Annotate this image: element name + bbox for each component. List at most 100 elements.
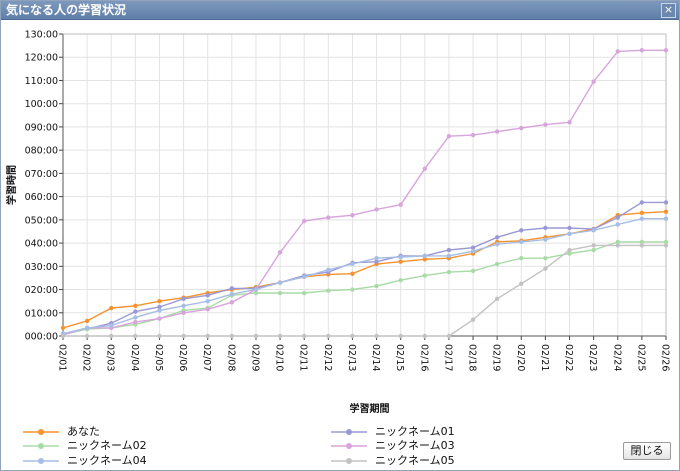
series-4-point [205,298,210,304]
x-tick-label: 02/08 [225,344,236,371]
legend-label: ニックネーム01 [375,425,455,438]
x-tick-label: 02/25 [635,344,646,371]
legend-label: ニックネーム04 [67,454,147,467]
series-2-point [277,290,283,296]
close-button[interactable]: 閉じる [623,442,671,460]
series-5-point [326,333,331,339]
series-3-point [326,215,331,220]
series-5-point [133,333,138,339]
plot-area [63,34,666,336]
y-tick-label: 080:00 [25,146,58,157]
x-tick-label: 02/20 [515,344,526,371]
series-2-point [519,255,524,261]
series-4-point [277,280,283,285]
series-5-point [60,333,66,339]
series-1-point [229,286,235,291]
y-tick-label: 030:00 [25,262,58,273]
series-3-point [519,125,524,131]
x-tick-label: 02/12 [322,344,333,371]
x-axis-title: 学習期間 [350,402,390,415]
legend-label: ニックネーム03 [375,439,455,452]
legend-swatch-marker [38,458,44,464]
series-5-point [350,333,355,339]
series-4-point [470,249,476,254]
series-5-point [157,333,162,339]
y-tick-label: 110:00 [25,76,58,87]
title-bar: 気になる人の学習状況 × [1,1,679,20]
series-0-point [350,271,355,276]
legend-label: ニックネーム02 [67,439,147,452]
x-tick-label: 02/15 [394,344,405,371]
series-2-point [374,283,379,289]
series-3-point [591,79,596,84]
series-1-point [615,215,620,220]
series-1-point [205,293,210,298]
y-axis-title: 学習時間 [5,165,18,205]
series-1-point [567,225,572,231]
series-1-point [494,235,500,240]
series-4-point [109,323,114,328]
series-0-point [133,303,138,308]
y-tick-label: 100:00 [25,99,58,110]
series-1-point [470,245,476,250]
close-icon[interactable]: × [661,3,676,18]
series-4-point [519,239,524,245]
series-5-point [494,296,500,302]
series-0-point [60,325,66,331]
series-5-point [302,333,307,339]
series-3-point [470,132,476,138]
series-4-point [663,216,669,221]
x-tick-label: 02/02 [81,344,92,371]
x-tick-label: 02/10 [274,344,285,371]
series-2-point [470,268,476,274]
x-tick-label: 02/26 [660,344,671,371]
series-2-point [398,278,403,283]
series-1-point [639,200,645,205]
legend-label: ニックネーム05 [375,454,455,467]
series-5-point [519,281,524,286]
series-1-point [181,296,186,302]
series-1-point [157,304,162,310]
series-4-point [446,253,452,259]
series-3-point [567,120,572,125]
legend-swatch [23,443,59,449]
series-2-point [326,288,331,293]
series-5-point [277,333,283,339]
legend-swatch [331,458,367,464]
y-tick-label: 130:00 [25,30,58,41]
series-1-point [663,200,669,205]
series-4-point [639,216,645,221]
series-5-point [470,317,476,322]
series-5-point [84,333,90,339]
y-tick-label: 070:00 [25,169,58,180]
series-4-point [543,237,548,242]
series-2-point [591,247,596,253]
x-tick-label: 02/07 [201,344,212,371]
series-4-point [229,291,235,297]
legend-swatch [331,429,367,435]
series-3-point [302,218,307,224]
y-tick-label: 000:00 [25,332,58,343]
y-tick-label: 090:00 [25,122,58,133]
x-tick-label: 02/18 [467,344,478,371]
series-4-point [422,253,427,259]
series-3-point [181,310,186,315]
x-tick-label: 02/05 [153,344,164,371]
series-3-point [229,300,235,305]
series-3-point [133,319,138,325]
series-4-point [302,274,307,279]
series-4-point [350,261,355,267]
series-3-point [374,207,379,212]
x-tick-label: 02/11 [298,344,309,371]
series-5-point [639,243,645,248]
series-line-3 [62,49,666,336]
series-2-point [422,273,427,278]
series-4-point [133,315,138,320]
x-tick-label: 02/24 [611,344,622,371]
series-4-point [84,325,90,331]
x-tick-label: 02/21 [539,344,550,371]
y-tick-label: 050:00 [25,215,58,226]
series-4-point [615,222,620,227]
x-tick-label: 02/22 [563,344,574,371]
